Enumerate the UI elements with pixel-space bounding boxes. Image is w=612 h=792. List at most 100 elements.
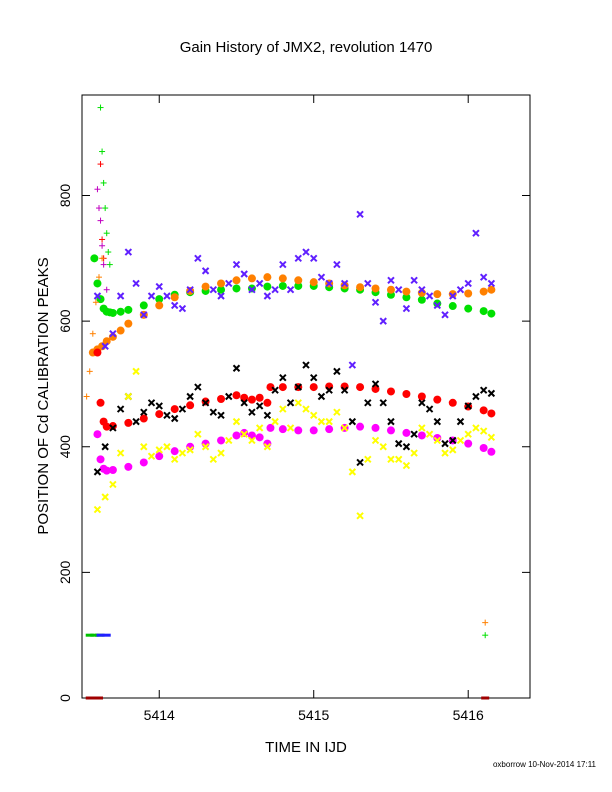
data-point (124, 462, 133, 471)
data-point (155, 402, 163, 410)
data-point (279, 405, 287, 413)
data-point (425, 292, 434, 300)
data-point (217, 436, 226, 445)
data-point (217, 292, 225, 300)
data-point (472, 229, 480, 237)
data-point (100, 179, 107, 186)
data-point (371, 284, 380, 293)
series-0 (90, 254, 496, 318)
data-point (449, 292, 457, 300)
data-point (271, 386, 279, 394)
data-point (448, 302, 457, 311)
data-point (232, 276, 241, 285)
data-point (155, 282, 163, 291)
data-point (402, 443, 411, 451)
data-point (170, 455, 179, 464)
data-point (356, 283, 365, 292)
data-point (479, 406, 488, 415)
data-point (433, 299, 442, 308)
data-point (178, 449, 187, 457)
data-point (155, 446, 163, 454)
y-tick-label: 600 (57, 309, 73, 333)
data-point (379, 317, 387, 325)
data-point (186, 286, 194, 294)
y-axis-label: POSITION OF Cd CALIBRATION PEAKS (35, 257, 52, 534)
data-point (109, 424, 117, 432)
series-7 (97, 104, 489, 639)
data-point (92, 299, 99, 306)
axis-ticks: 5414 5415 5416 0 200 400 600 800 (57, 95, 530, 723)
y-tick-label: 200 (57, 560, 73, 584)
series-5 (93, 367, 496, 520)
data-point (90, 254, 99, 263)
data-point (248, 286, 256, 294)
data-point (103, 230, 110, 237)
data-point (263, 292, 272, 300)
data-point (99, 236, 106, 243)
data-point (209, 286, 218, 294)
data-point (116, 326, 125, 335)
data-point (163, 411, 171, 420)
data-point (140, 311, 148, 319)
data-point (302, 361, 310, 369)
data-point (178, 304, 187, 313)
data-point (116, 292, 125, 300)
data-point (186, 392, 194, 401)
data-point (487, 409, 496, 418)
data-point (310, 373, 318, 382)
data-point (479, 386, 488, 394)
data-point (479, 427, 488, 435)
data-point (371, 380, 380, 388)
data-point (464, 402, 472, 410)
data-point (124, 248, 133, 256)
data-point (240, 430, 248, 438)
data-point (340, 281, 349, 290)
series-3 (93, 422, 496, 475)
y-tick-label: 0 (57, 694, 73, 702)
data-point (371, 436, 380, 445)
data-point (279, 373, 287, 382)
data-point (100, 261, 107, 268)
data-point (217, 285, 226, 294)
data-point (278, 425, 287, 434)
data-point (124, 418, 133, 427)
data-point (263, 443, 272, 451)
data-point (402, 428, 411, 437)
data-point (325, 386, 333, 394)
data-point (255, 279, 264, 288)
data-point (102, 205, 109, 212)
data-point (255, 393, 264, 402)
data-point (217, 279, 226, 288)
data-point (102, 337, 111, 346)
data-point (472, 392, 480, 401)
data-point (302, 405, 310, 413)
data-point (325, 425, 334, 434)
data-point (209, 408, 218, 416)
data-point (417, 295, 426, 304)
data-point (348, 468, 357, 476)
data-point (317, 392, 326, 401)
data-point (232, 391, 241, 400)
data-point (194, 254, 202, 263)
data-point (170, 293, 179, 302)
data-point (279, 260, 287, 269)
data-point (271, 417, 279, 426)
data-point (449, 446, 457, 454)
data-point (201, 282, 210, 291)
data-point (402, 304, 411, 313)
footer-credit: oxborrow 10-Nov-2014 17:11 (492, 760, 596, 769)
data-point (116, 405, 125, 413)
data-point (387, 276, 395, 285)
data-point (309, 278, 318, 287)
data-point (410, 430, 418, 438)
data-point (140, 443, 148, 451)
data-point (266, 423, 275, 432)
data-point (93, 348, 102, 357)
data-point (178, 405, 187, 413)
data-point (294, 254, 302, 263)
data-point (155, 295, 164, 304)
data-point (124, 392, 133, 401)
data-point (108, 422, 117, 431)
x-tick-label: 5416 (453, 707, 484, 723)
data-point (93, 505, 102, 514)
